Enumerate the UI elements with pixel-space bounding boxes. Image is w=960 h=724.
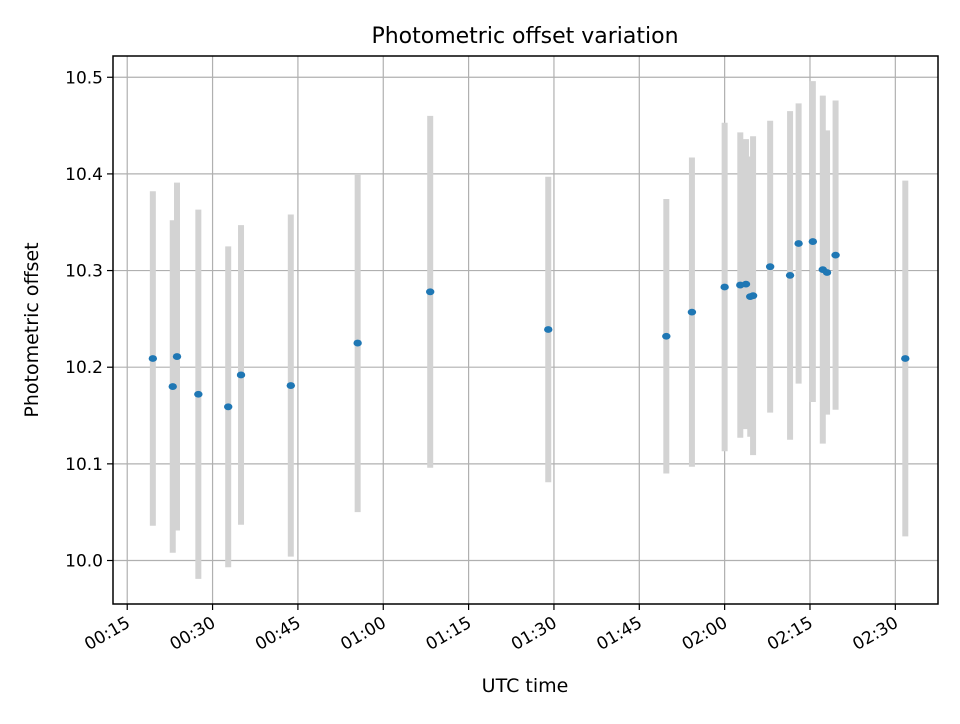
data-point — [224, 403, 233, 411]
data-point — [822, 269, 832, 276]
data-point — [720, 283, 729, 291]
x-axis-label: UTC time — [482, 675, 569, 697]
chart-title: Photometric offset variation — [371, 24, 678, 49]
y-tick-label: 10.2 — [65, 358, 103, 378]
y-tick-label: 10.4 — [65, 165, 103, 185]
data-point — [765, 263, 775, 271]
data-point — [748, 292, 758, 300]
y-axis-ticks: 10.0 10.1 10.2 10.3 10.4 10.5 — [65, 68, 113, 572]
data-point — [741, 280, 751, 288]
data-point — [236, 371, 246, 379]
data-point — [785, 271, 795, 279]
data-point — [831, 251, 840, 259]
data-point — [687, 308, 697, 316]
plot-frame — [112, 55, 939, 605]
data-points — [148, 238, 910, 411]
data-point — [794, 240, 803, 247]
data-point — [425, 288, 435, 296]
data-point — [148, 355, 158, 362]
y-axis-label: Photometric offset — [21, 242, 43, 417]
data-point — [194, 390, 203, 398]
data-point — [286, 382, 296, 389]
y-tick-label: 10.0 — [65, 552, 103, 572]
y-tick-label: 10.3 — [65, 262, 103, 282]
data-point — [808, 238, 818, 245]
data-point — [662, 332, 671, 340]
y-tick-label: 10.5 — [65, 68, 103, 88]
data-point — [544, 326, 553, 333]
y-tick-label: 10.1 — [65, 455, 103, 475]
data-point — [168, 383, 177, 390]
data-point — [172, 353, 182, 360]
data-point — [901, 355, 910, 362]
data-point — [353, 339, 362, 347]
